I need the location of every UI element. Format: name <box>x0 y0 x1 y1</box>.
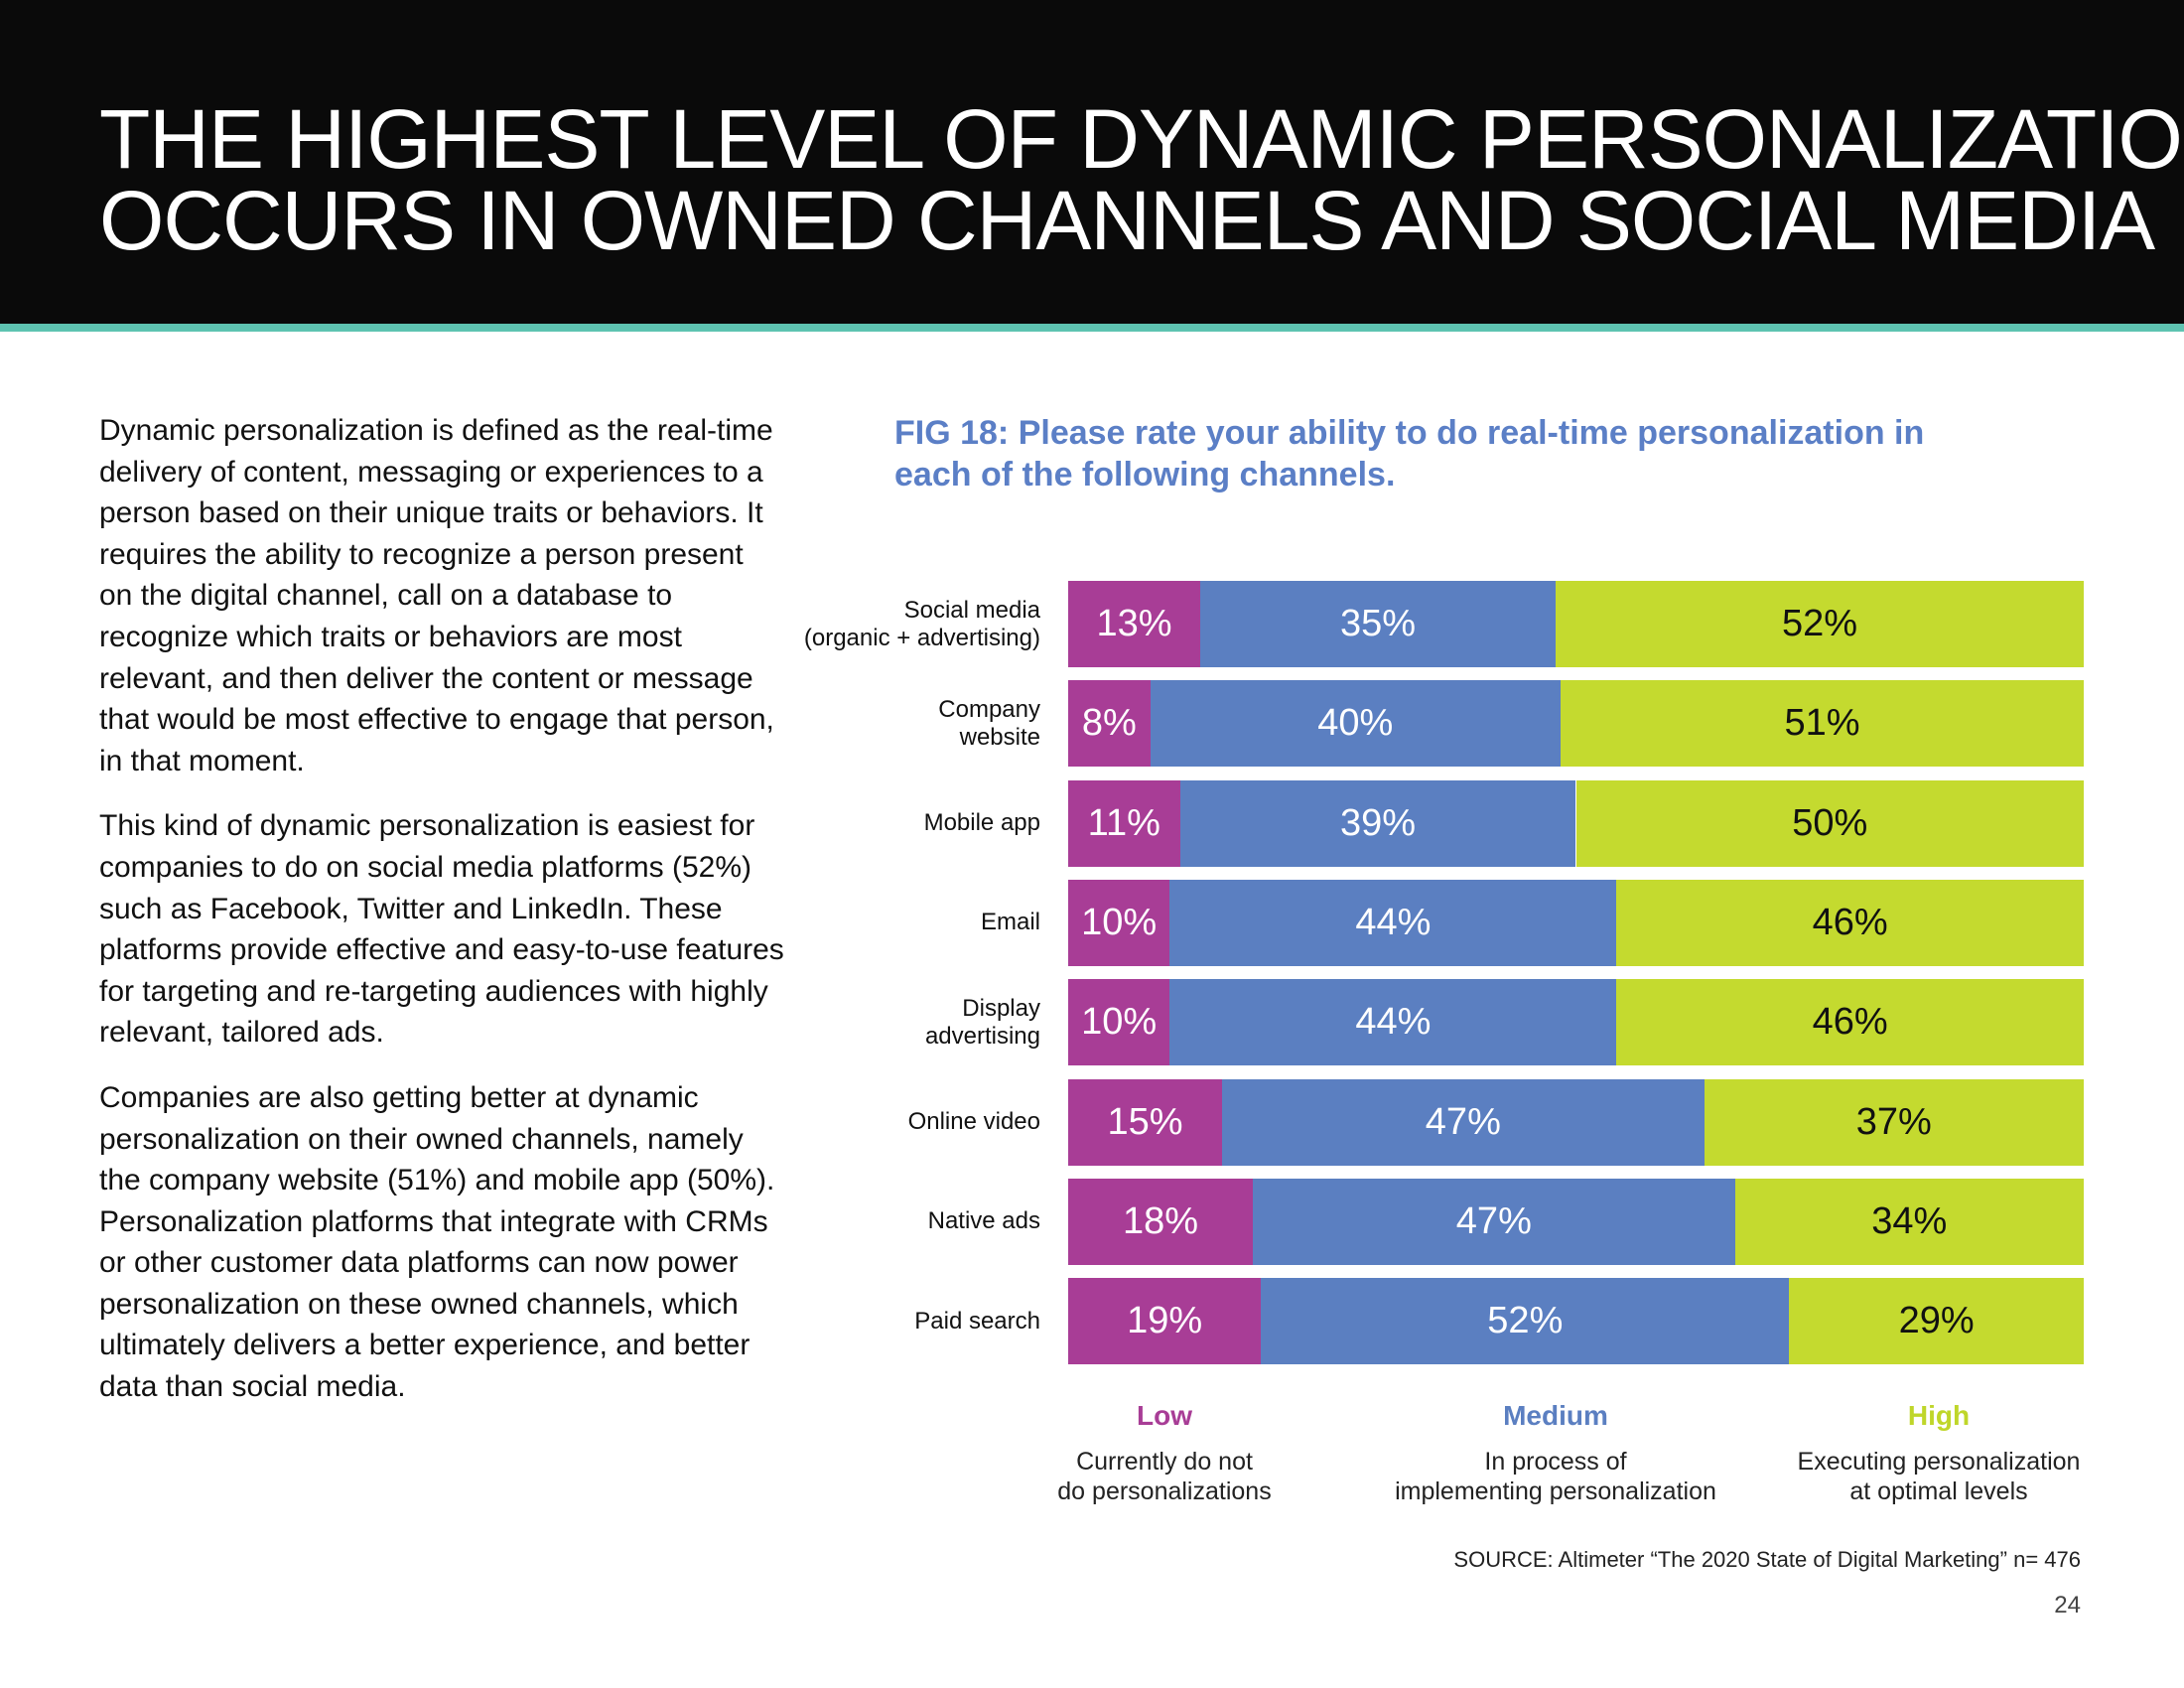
legend-medium-desc: In process of implementing personalizati… <box>1357 1447 1754 1506</box>
legend-desc-line: do personalizations <box>1057 1477 1272 1505</box>
row-label-line: Online video <box>907 1108 1040 1135</box>
bar-segment-medium: 40% <box>1150 680 1561 768</box>
legend-low-title: Low <box>1137 1400 1192 1431</box>
row-label: Mobile app <box>924 809 1040 837</box>
bar-segment-high: 46% <box>1616 879 2084 966</box>
bar-segment-high: 51% <box>1561 680 2084 768</box>
row-label: Company website <box>938 696 1040 752</box>
row-label: Social media (organic + advertising) <box>804 597 1040 652</box>
bar-segment-high: 50% <box>1575 779 2084 867</box>
legend-desc-line: Executing personalization <box>1797 1448 2081 1476</box>
bar-segment-low: 11% <box>1068 779 1180 867</box>
source-note: SOURCE: Altimeter “The 2020 State of Dig… <box>1453 1547 2081 1572</box>
legend-desc-line: In process of <box>1484 1448 1627 1476</box>
bar-segment-high: 52% <box>1556 581 2084 667</box>
bar-segment-low: 18% <box>1068 1178 1253 1265</box>
row-label-line: Display <box>962 994 1040 1022</box>
row-label-line: Native ads <box>927 1207 1040 1235</box>
bar-segment-medium: 52% <box>1261 1278 1790 1365</box>
paragraph: This kind of dynamic personalization is … <box>99 809 784 1050</box>
row-label: Online video <box>908 1108 1040 1136</box>
bar-segment-high: 46% <box>1616 979 2084 1066</box>
bar-segment-low: 19% <box>1068 1278 1262 1365</box>
row-label-line: Paid search <box>914 1307 1040 1335</box>
bar-segment-medium: 44% <box>1169 979 1617 1066</box>
row-label-line: Mobile app <box>923 809 1040 837</box>
row-label-line: Email <box>980 909 1040 936</box>
bar-segment-medium: 35% <box>1199 581 1557 667</box>
bar-segment-medium: 47% <box>1253 1178 1735 1265</box>
bar-segment-high: 29% <box>1789 1278 2084 1365</box>
legend-high-desc: Executing personalization at optimal lev… <box>1740 1447 2137 1506</box>
legend-medium-title: Medium <box>1503 1400 1608 1431</box>
row-label-line: (organic + advertising) <box>803 624 1040 651</box>
row-label: Email <box>981 909 1040 936</box>
bar-segment-medium: 47% <box>1222 1078 1705 1166</box>
row-label-line: Company <box>938 695 1040 723</box>
bar-segment-medium: 44% <box>1169 879 1617 966</box>
bar-segment-medium: 39% <box>1179 779 1576 867</box>
bar-segment-low: 15% <box>1068 1078 1222 1166</box>
bar-segment-high: 34% <box>1734 1178 2084 1265</box>
bar-segment-low: 13% <box>1068 581 1200 667</box>
body-text: Dynamic personalization is defined as th… <box>99 410 784 1432</box>
bar-segment-low: 10% <box>1068 979 1170 1066</box>
bar-segment-high: 37% <box>1704 1078 2084 1166</box>
page-number: 24 <box>2054 1592 2081 1618</box>
row-label-line: Social media <box>903 596 1040 624</box>
accent-divider <box>0 324 2184 332</box>
row-label-line: website <box>959 723 1040 751</box>
row-label: Display advertising <box>925 995 1040 1051</box>
legend-desc-line: at optimal levels <box>1849 1477 2028 1505</box>
paragraph: Companies are also getting better at dyn… <box>99 1080 775 1404</box>
legend-low-desc: Currently do not do personalizations <box>966 1447 1363 1506</box>
row-label: Paid search <box>914 1308 1040 1336</box>
row-label-line: advertising <box>924 1022 1040 1050</box>
paragraph: Dynamic personalization is defined as th… <box>99 414 774 777</box>
figure-title: FIG 18: Please rate your ability to do r… <box>894 414 1925 493</box>
page-title-line-1: THE HIGHEST LEVEL OF DYNAMIC PERSONALIZA… <box>99 92 2184 186</box>
header-banner: THE HIGHEST LEVEL OF DYNAMIC PERSONALIZA… <box>0 0 2184 324</box>
legend-desc-line: implementing personalization <box>1395 1477 1716 1505</box>
bar-segment-low: 10% <box>1068 879 1170 966</box>
page-title-line-2: OCCURS IN OWNED CHANNELS AND SOCIAL MEDI… <box>99 174 2155 267</box>
legend-desc-line: Currently do not <box>1076 1448 1253 1476</box>
row-label: Native ads <box>928 1207 1040 1235</box>
legend-high-title: High <box>1907 1400 1971 1431</box>
bar-segment-low: 8% <box>1068 680 1151 768</box>
